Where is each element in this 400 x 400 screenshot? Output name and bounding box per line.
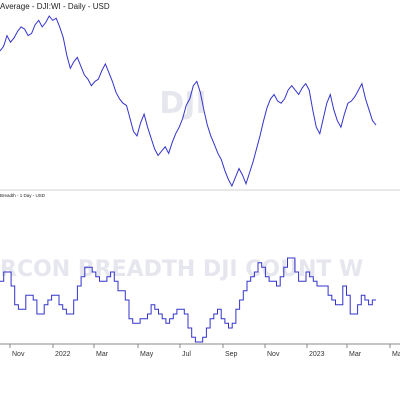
- x-tick-label: May: [140, 351, 154, 358]
- price-chart-title: Average - DJI:WI - Daily - USD: [0, 2, 110, 11]
- x-tick-label: Nov: [267, 351, 280, 358]
- price-watermark: DJI: [159, 86, 206, 121]
- x-tick-label: Sep: [225, 351, 238, 358]
- x-tick-label: Mar: [96, 351, 109, 358]
- x-tick-label: May: [392, 351, 400, 358]
- x-tick-label: 2023: [309, 351, 325, 358]
- x-axis-ticks: Nov 2022 Mar May Jul Sep Nov 2023 Mar May: [9, 344, 400, 358]
- x-tick-label: Jul: [182, 351, 191, 358]
- x-tick-label: Nov: [12, 351, 25, 358]
- x-tick-label: Mar: [349, 351, 362, 358]
- price-series-line: [0, 15, 377, 188]
- x-tick-label: 2022: [55, 351, 71, 358]
- breadth-watermark: RCON BREADTH DJI COUNT W: [0, 257, 363, 282]
- breadth-chart-title: Breadth - 1 Day - USD: [0, 193, 46, 198]
- breadth-series-line: [0, 257, 376, 343]
